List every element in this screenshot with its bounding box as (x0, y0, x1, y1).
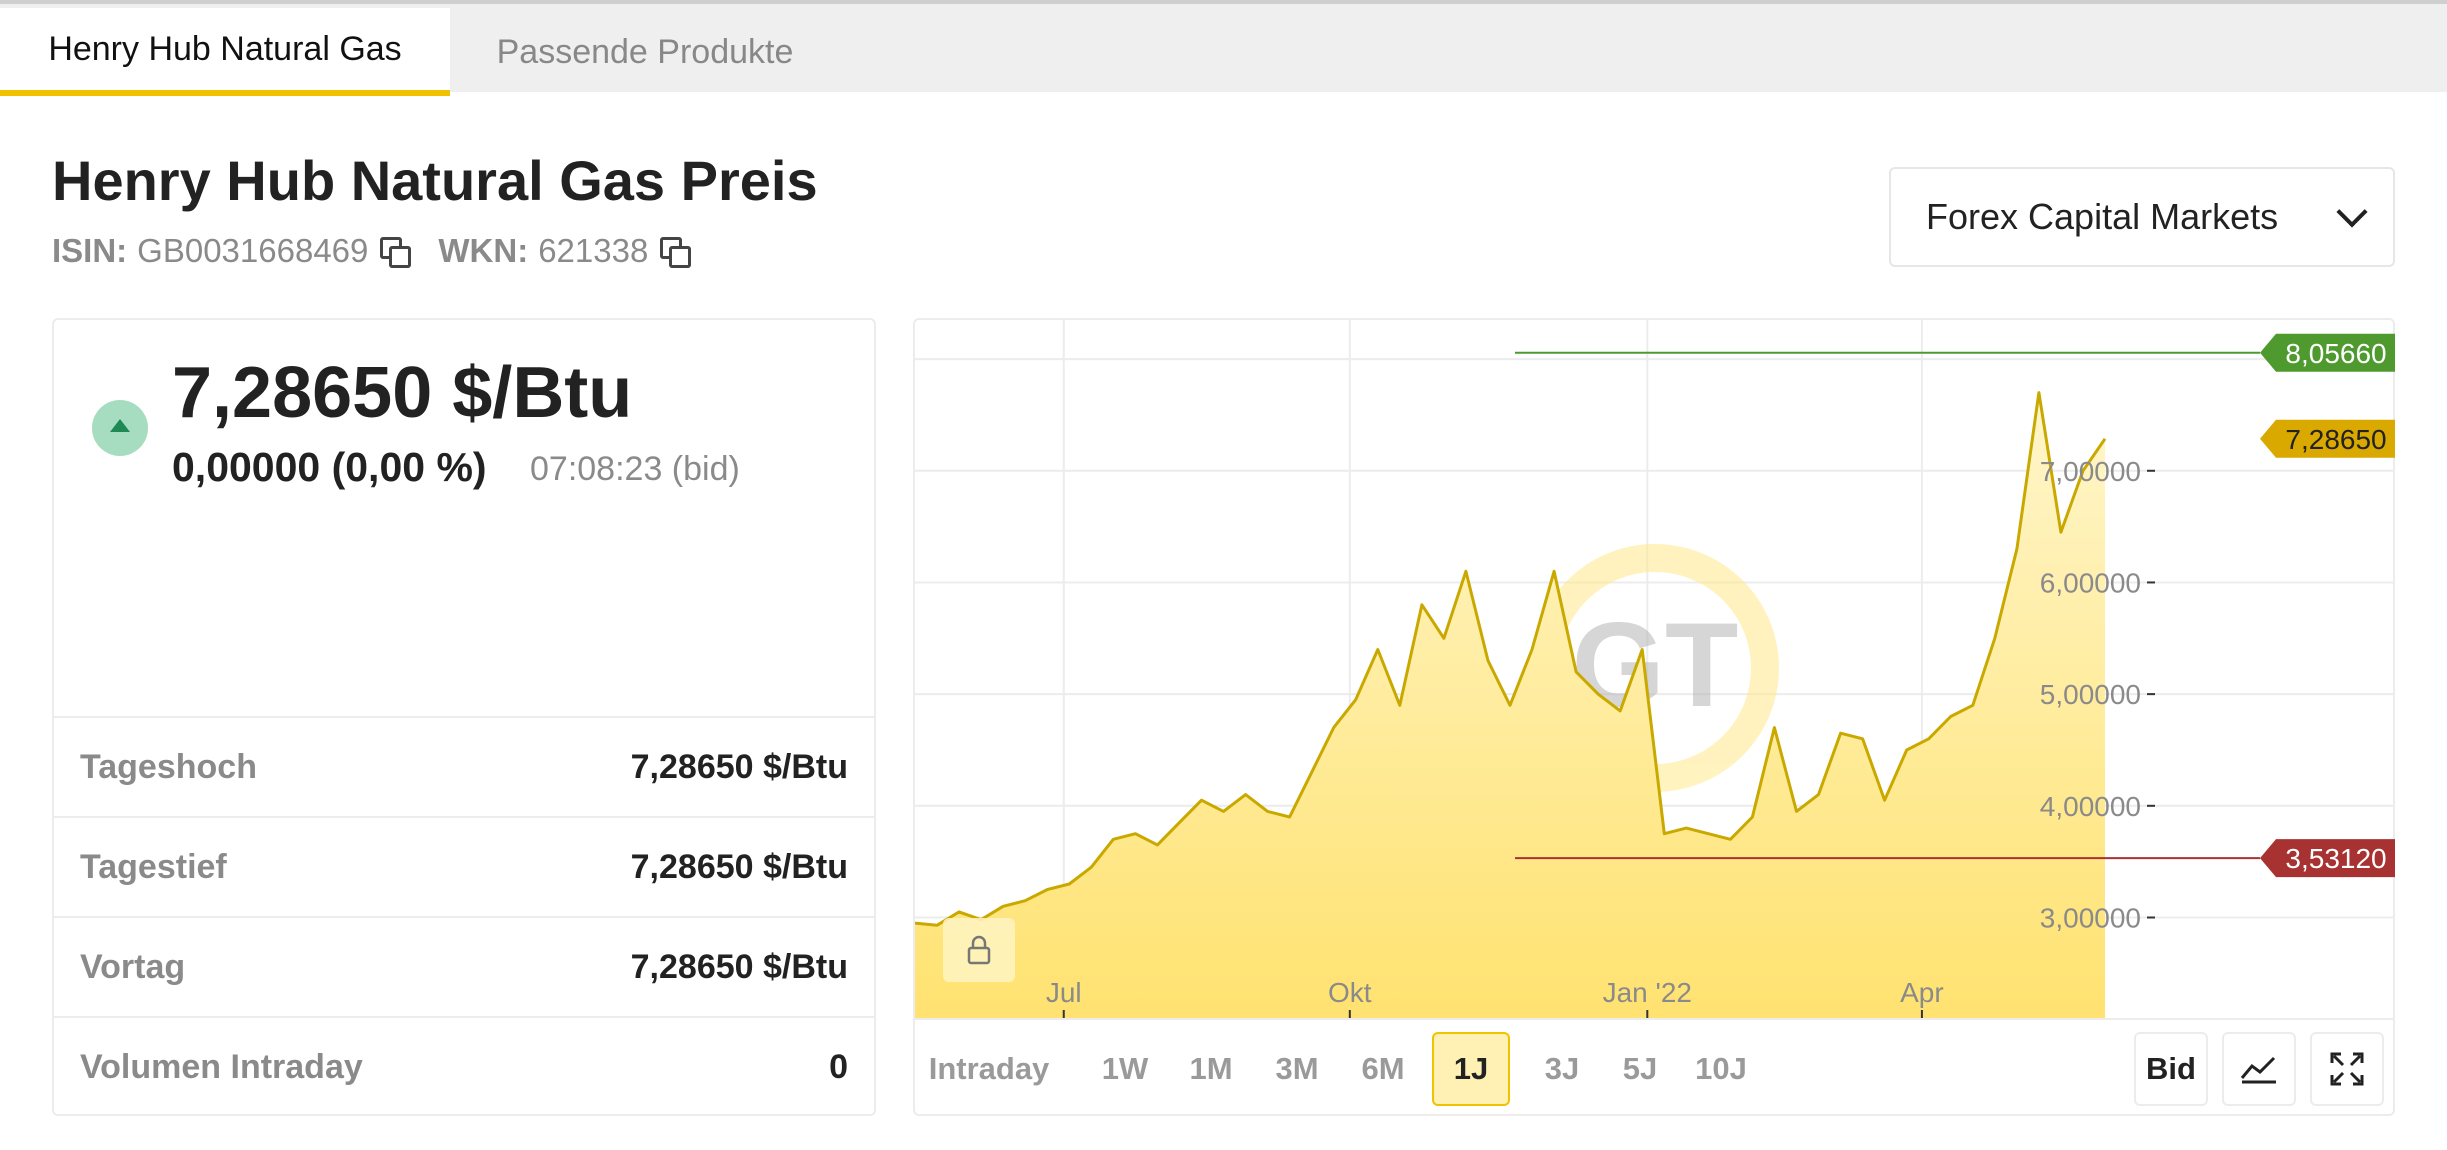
marker-label: 7,28650 (2285, 424, 2386, 455)
range-3m[interactable]: 3M (1275, 1051, 1319, 1086)
x-tick-label: Apr (1900, 977, 1944, 1008)
stat-row-tagestief: Tagestief 7,28650 $/Btu (54, 816, 874, 916)
isin-label: ISIN: (52, 232, 128, 269)
range-intraday[interactable]: Intraday (928, 1051, 1050, 1086)
range-6m[interactable]: 6M (1361, 1051, 1405, 1086)
isin-value: GB0031668469 (137, 232, 369, 269)
exchange-select[interactable]: Forex Capital Markets (1889, 167, 2395, 267)
range-1m[interactable]: 1M (1189, 1051, 1233, 1086)
security-ids: ISIN: GB0031668469 WKN: 621338 (52, 232, 718, 270)
chart-controls: Intraday 1W 1M 3M 6M 1J 3J 5J 10J Bid (915, 1018, 2395, 1116)
stat-value: 7,28650 $/Btu (630, 947, 848, 986)
stat-value: 7,28650 $/Btu (630, 747, 848, 786)
quote-card: 7,28650 $/Btu 0,00000 (0,00 %) 07:08:23 … (52, 318, 876, 1116)
stat-label: Vortag (80, 947, 186, 986)
y-tick-label: 3,00000 (2040, 902, 2141, 933)
stat-value: 7,28650 $/Btu (630, 847, 848, 886)
y-tick-label: 4,00000 (2040, 791, 2141, 822)
y-axis: 3,00000 4,00000 5,00000 6,00000 7,00000 (2040, 456, 2155, 933)
x-tick-label: Okt (1328, 977, 1372, 1008)
wkn-value: 621338 (538, 232, 649, 269)
x-tick-label: Jul (1046, 977, 1082, 1008)
price-change: 0,00000 (0,00 %) (172, 444, 487, 490)
y-tick-label: 7,00000 (2040, 456, 2141, 487)
wkn-label: WKN: (438, 232, 529, 269)
tab-passende-produkte[interactable]: Passende Produkte (496, 32, 794, 71)
range-3j[interactable]: 3J (1544, 1051, 1580, 1086)
marker-label: 3,53120 (2285, 843, 2386, 874)
copy-wkn-icon[interactable] (660, 237, 692, 268)
page-title: Henry Hub Natural Gas Preis (52, 149, 818, 212)
stat-row-tageshoch: Tageshoch 7,28650 $/Btu (54, 716, 874, 816)
exchange-selected-value: Forex Capital Markets (1926, 196, 2279, 237)
chevron-down-icon (2336, 196, 2368, 228)
fullscreen-icon[interactable] (2310, 1032, 2384, 1106)
stat-row-vortag: Vortag 7,28650 $/Btu (54, 916, 874, 1016)
lock-button[interactable] (943, 918, 1015, 982)
tab-bar: Henry Hub Natural Gas Passende Produkte (0, 0, 2447, 96)
marker-label: 8,05660 (2285, 338, 2386, 369)
bid-toggle-button[interactable]: Bid (2134, 1032, 2208, 1106)
stat-label: Tageshoch (80, 747, 257, 786)
marker-badge (2260, 333, 2395, 372)
x-tick-label: Jan '22 (1603, 977, 1692, 1008)
stat-row-volumen: Volumen Intraday 0 (54, 1016, 874, 1116)
price-markers: 8,05660 7,28650 3,53120 (1515, 333, 2395, 878)
y-tick-label: 6,00000 (2040, 567, 2141, 598)
chart-card: GT 8,05660 7,28650 3,53120 3,00000 4,00000 5… (913, 318, 2395, 1116)
range-1j[interactable]: 1J (1432, 1032, 1510, 1106)
y-tick-label: 5,00000 (2040, 679, 2141, 710)
stat-value: 0 (829, 1047, 848, 1086)
range-5j[interactable]: 5J (1622, 1051, 1658, 1086)
copy-isin-icon[interactable] (380, 237, 412, 268)
line-chart-icon[interactable] (2222, 1032, 2296, 1106)
x-axis: Jul Okt Jan '22 Apr (1046, 977, 1944, 1018)
range-10j[interactable]: 10J (1695, 1051, 1747, 1086)
marker-badge (2260, 419, 2395, 458)
price-line (915, 391, 2107, 927)
marker-badge (2260, 839, 2395, 878)
quote-time: 07:08:23 (bid) (530, 450, 740, 488)
current-price: 7,28650 $/Btu (172, 353, 633, 433)
tab-henry-hub[interactable]: Henry Hub Natural Gas (0, 8, 450, 96)
trend-up-icon (92, 400, 148, 456)
stat-label: Volumen Intraday (80, 1047, 363, 1086)
stat-label: Tagestief (80, 847, 227, 886)
lock-icon (967, 946, 991, 965)
range-1w[interactable]: 1W (1101, 1051, 1149, 1086)
